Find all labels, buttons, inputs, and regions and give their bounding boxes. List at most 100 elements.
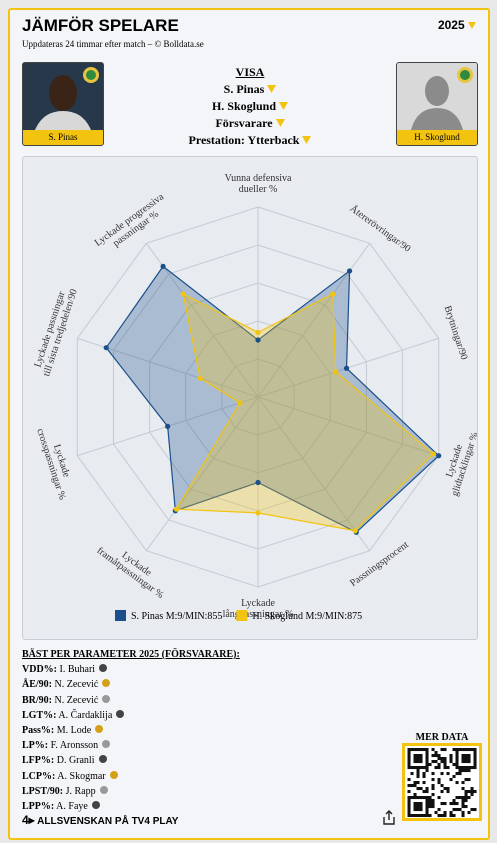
qr-cell (473, 757, 477, 761)
qr-cell (443, 763, 447, 767)
qr-cell (419, 748, 423, 752)
qr-cell (452, 802, 456, 806)
data-point (173, 506, 180, 512)
qr-cell (461, 811, 465, 815)
qr-cell (416, 775, 420, 779)
qr-code[interactable] (402, 743, 482, 821)
qr-cell (449, 757, 453, 761)
qr-cell (407, 754, 411, 758)
qr-cell (464, 766, 468, 770)
qr-cell (407, 766, 411, 770)
qr-cell (455, 766, 459, 770)
qr-cell (416, 766, 420, 770)
visa-title: VISA (235, 65, 265, 79)
player-card[interactable]: S. Pinas (22, 62, 104, 146)
data-point (103, 345, 109, 351)
qr-cell (425, 805, 429, 809)
club-shape (102, 679, 111, 688)
qr-cell (413, 748, 417, 752)
best-item: LPP%: A. Faye (22, 799, 240, 814)
best-key: LGT%: (22, 709, 57, 721)
qr-cell (455, 754, 459, 758)
qr-cell (413, 760, 417, 764)
qr-cell (407, 808, 411, 812)
qr-cell (437, 766, 441, 770)
qr-cell (473, 808, 477, 812)
best-key: LCP%: (22, 770, 56, 782)
qr-cell (437, 796, 441, 800)
arrow (468, 22, 476, 29)
data-point (237, 400, 243, 406)
dropdown[interactable]: Försvarare (150, 115, 350, 132)
best-item: LP%: F. Aronsson (22, 738, 240, 753)
data-point (180, 291, 186, 297)
visa-items: S. Pinas H. Skoglund Försvarare Prestation:… (150, 81, 350, 149)
qr-cell (425, 787, 429, 791)
photo (397, 63, 477, 130)
qr-cell (458, 748, 462, 752)
photo (23, 63, 103, 130)
qr-cell (431, 805, 435, 809)
qr-cell (425, 757, 429, 761)
dropdown[interactable]: H. Skoglund (150, 98, 350, 115)
best-key: LPP%: (22, 801, 55, 813)
qr-cell (410, 772, 414, 776)
data-point (430, 451, 436, 457)
qr-cell (467, 754, 471, 758)
qr-cell (455, 796, 459, 800)
qr-cell (431, 754, 435, 758)
qr-cell (434, 754, 438, 758)
qr-cell (416, 781, 420, 785)
club-shape (98, 755, 107, 764)
dropdown[interactable]: Prestation: Ytterback (150, 132, 350, 149)
qr-cell (431, 778, 435, 782)
qr-cell (413, 808, 417, 812)
qr-cell (455, 751, 459, 755)
qr-cell (437, 754, 441, 758)
qr-cell (431, 784, 435, 788)
qr-cell (410, 766, 414, 770)
qr-cell (440, 772, 444, 776)
season-select[interactable]: 2025 (438, 18, 476, 32)
data-point (346, 268, 353, 274)
qr-cell (470, 748, 474, 752)
qr-cell (416, 772, 420, 776)
qr-cell (446, 790, 450, 794)
dropdown-label: S. Pinas (223, 82, 265, 96)
qr-cell (416, 808, 420, 812)
title: JÄMFÖR SPELARE (22, 16, 179, 35)
qr-cell (437, 763, 441, 767)
qr-cell (464, 748, 468, 752)
qr-cell (428, 802, 432, 806)
season[interactable]: 2025 (437, 18, 465, 32)
qr-cell (461, 799, 465, 803)
qr-cell (467, 790, 471, 794)
arrow-shape (279, 102, 289, 110)
qr-cell (452, 799, 456, 803)
qr-cell (407, 796, 411, 800)
data-point (255, 329, 261, 335)
share-icon[interactable] (382, 810, 396, 826)
qr-cell (428, 805, 432, 809)
player-card[interactable]: H. Skoglund (396, 62, 478, 146)
qr-cell (440, 757, 444, 761)
qr-cell (443, 814, 447, 818)
qr-cell (473, 766, 477, 770)
dropdown[interactable]: S. Pinas (150, 81, 350, 98)
qr[interactable]: MER DATA (402, 732, 482, 826)
footer[interactable]: 4▸ ALLSVENSKAN PÅ TV4 PLAY (22, 813, 179, 827)
qr-cell (455, 760, 459, 764)
qr-cell (407, 814, 411, 818)
qr-cell (464, 805, 468, 809)
qr-cell (443, 766, 447, 770)
qr-cell (419, 757, 423, 761)
qr-cell (416, 805, 420, 809)
qr-cell (407, 790, 411, 794)
player-name: S. Pinas (23, 130, 103, 145)
qr-cell (443, 748, 447, 752)
qr-cell (434, 811, 438, 815)
qr-cell (425, 799, 429, 803)
qr-cell (458, 772, 462, 776)
qr-cell (464, 790, 468, 794)
qr-cell (416, 787, 420, 791)
